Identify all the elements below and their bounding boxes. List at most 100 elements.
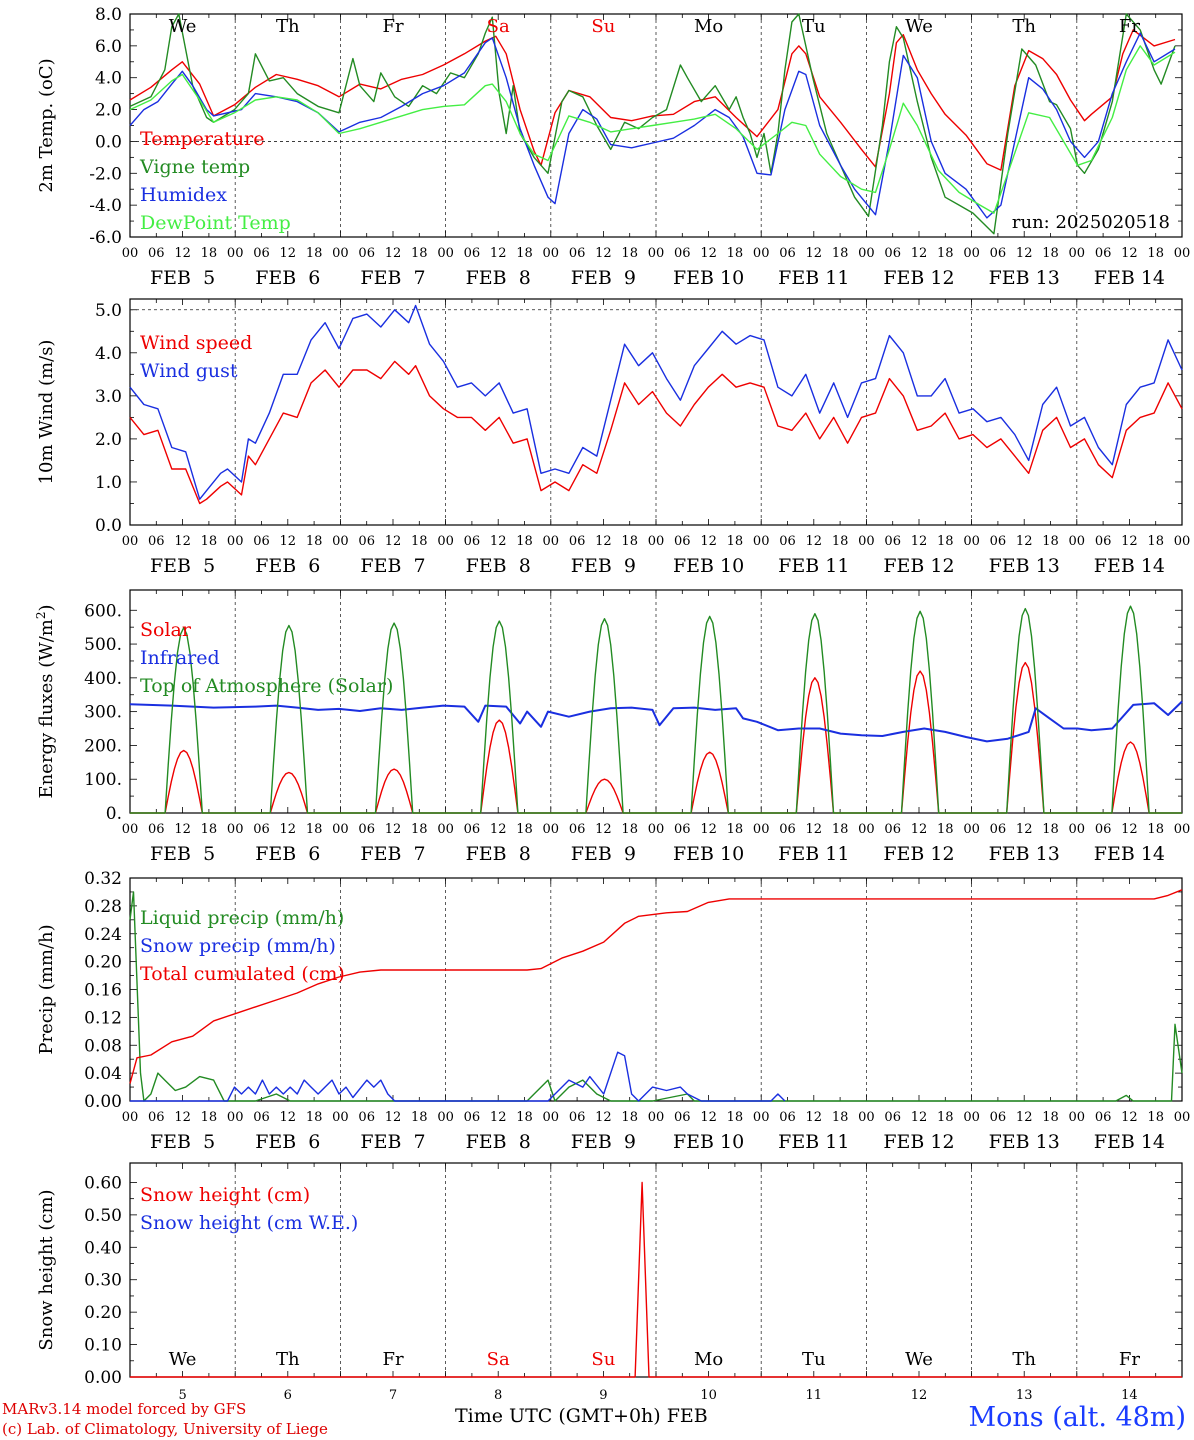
hour-tick-label: 00 xyxy=(437,822,454,837)
hour-tick-label: 06 xyxy=(569,822,586,837)
date-label: FEB 11 xyxy=(778,1131,849,1153)
hour-tick-label: 00 xyxy=(1174,534,1191,549)
hour-tick-label: 18 xyxy=(201,822,218,837)
weekday-label: Su xyxy=(591,1349,615,1370)
hour-tick-label: 00 xyxy=(1069,534,1086,549)
hour-tick-label: 12 xyxy=(1121,246,1138,261)
date-label: FEB 13 xyxy=(989,843,1060,865)
hour-tick-label: 12 xyxy=(595,1110,612,1125)
hour-tick-label: 12 xyxy=(806,1110,823,1125)
y-axis-label: Precip (mm/h) xyxy=(36,924,57,1054)
hour-tick-label: 18 xyxy=(516,534,533,549)
hour-tick-label: 06 xyxy=(148,246,165,261)
hour-tick-label: 18 xyxy=(727,1110,744,1125)
hour-tick-label: 12 xyxy=(490,534,507,549)
hour-tick-label: 12 xyxy=(1121,822,1138,837)
hour-tick-label: 06 xyxy=(884,822,901,837)
date-label: FEB 12 xyxy=(883,843,954,865)
hour-tick-label: 06 xyxy=(990,822,1007,837)
hour-tick-label: 06 xyxy=(1095,534,1112,549)
hour-tick-label: 00 xyxy=(122,246,139,261)
hour-tick-label: 18 xyxy=(306,534,323,549)
date-label: FEB 10 xyxy=(673,555,744,577)
hour-tick-label: 18 xyxy=(621,822,638,837)
hour-tick-label: 00 xyxy=(122,1110,139,1125)
hour-tick-label: 12 xyxy=(490,246,507,261)
hour-tick-label: 18 xyxy=(201,246,218,261)
model-credit: MARv3.14 model forced by GFS xyxy=(2,1400,247,1418)
date-label: FEB 14 xyxy=(1094,1131,1165,1153)
date-label: FEB 11 xyxy=(778,555,849,577)
hour-tick-label: 06 xyxy=(779,822,796,837)
legend-entry: Wind gust xyxy=(140,360,238,382)
hour-tick-label: 06 xyxy=(358,822,375,837)
hour-tick-label: 06 xyxy=(674,246,691,261)
date-label: FEB 7 xyxy=(360,267,425,289)
hour-tick-label: 12 xyxy=(490,822,507,837)
hour-tick-label: 12 xyxy=(806,822,823,837)
series-line-temperature xyxy=(129,29,1176,171)
weekday-label: Fr xyxy=(382,16,403,37)
date-label: FEB 8 xyxy=(466,267,531,289)
hour-tick-label: 18 xyxy=(306,246,323,261)
hour-tick-label: 00 xyxy=(1069,1110,1086,1125)
date-label: FEB 14 xyxy=(1094,555,1165,577)
date-label: FEB 10 xyxy=(673,843,744,865)
panel-wind xyxy=(129,298,1183,526)
date-label: FEB 14 xyxy=(1094,843,1165,865)
hour-tick-label: 00 xyxy=(858,246,875,261)
hour-tick-label: 00 xyxy=(648,822,665,837)
date-label: FEB 11 xyxy=(778,267,849,289)
y-tick-label: 0.40 xyxy=(84,1238,122,1258)
hour-tick-label: 12 xyxy=(1016,246,1033,261)
hour-tick-label: 18 xyxy=(411,822,428,837)
series-line-snow-precip-mm-h xyxy=(130,1051,786,1102)
hour-tick-label: 12 xyxy=(385,1110,402,1125)
legend-entry: DewPoint Temp xyxy=(140,212,291,234)
hour-tick-label: 00 xyxy=(227,1110,244,1125)
hour-tick-label: 06 xyxy=(148,534,165,549)
y-tick-label: 300. xyxy=(84,703,122,723)
date-label: FEB 10 xyxy=(673,267,744,289)
legend-entry: Vigne temp xyxy=(139,156,250,178)
date-label: FEB 9 xyxy=(571,267,636,289)
hour-tick-label: 06 xyxy=(253,534,270,549)
y-tick-label: 0.00 xyxy=(84,1092,122,1112)
day-number-label: 10 xyxy=(700,1388,717,1403)
date-label: FEB 6 xyxy=(255,267,320,289)
hour-tick-label: 06 xyxy=(464,1110,481,1125)
legend-entry: Snow height (cm) xyxy=(140,1184,310,1206)
hour-tick-label: 18 xyxy=(832,246,849,261)
day-number-label: 9 xyxy=(599,1388,607,1403)
hour-tick-label: 06 xyxy=(253,1110,270,1125)
hour-tick-label: 12 xyxy=(1121,534,1138,549)
panel-precip xyxy=(129,877,1183,1102)
hour-tick-label: 06 xyxy=(674,1110,691,1125)
hour-tick-label: 12 xyxy=(280,822,297,837)
hour-tick-label: 06 xyxy=(464,246,481,261)
hour-tick-label: 12 xyxy=(385,246,402,261)
hour-tick-label: 06 xyxy=(253,822,270,837)
date-label: FEB 14 xyxy=(1094,267,1165,289)
weekday-label: Th xyxy=(1012,1349,1036,1370)
hour-tick-label: 06 xyxy=(464,822,481,837)
hour-tick-label: 06 xyxy=(884,534,901,549)
y-tick-label: -6.0 xyxy=(89,228,122,248)
hour-tick-label: 18 xyxy=(937,822,954,837)
date-label: FEB 6 xyxy=(255,555,320,577)
hour-tick-label: 18 xyxy=(516,1110,533,1125)
date-label: FEB 8 xyxy=(466,555,531,577)
hour-tick-label: 00 xyxy=(1174,246,1191,261)
y-tick-label: 0.0 xyxy=(95,132,122,152)
hour-tick-label: 00 xyxy=(963,246,980,261)
y-axis-label: Energy fluxes (W/m2) xyxy=(34,604,57,798)
hour-tick-label: 00 xyxy=(332,246,349,261)
date-label: FEB 5 xyxy=(150,843,215,865)
y-tick-label: 0.10 xyxy=(84,1336,122,1356)
legend-entry: Top of Atmosphere (Solar) xyxy=(140,675,393,697)
hour-tick-label: 00 xyxy=(963,822,980,837)
date-label: FEB 7 xyxy=(360,555,425,577)
hour-tick-label: 06 xyxy=(569,246,586,261)
hour-tick-label: 00 xyxy=(1069,246,1086,261)
hour-tick-label: 06 xyxy=(674,822,691,837)
